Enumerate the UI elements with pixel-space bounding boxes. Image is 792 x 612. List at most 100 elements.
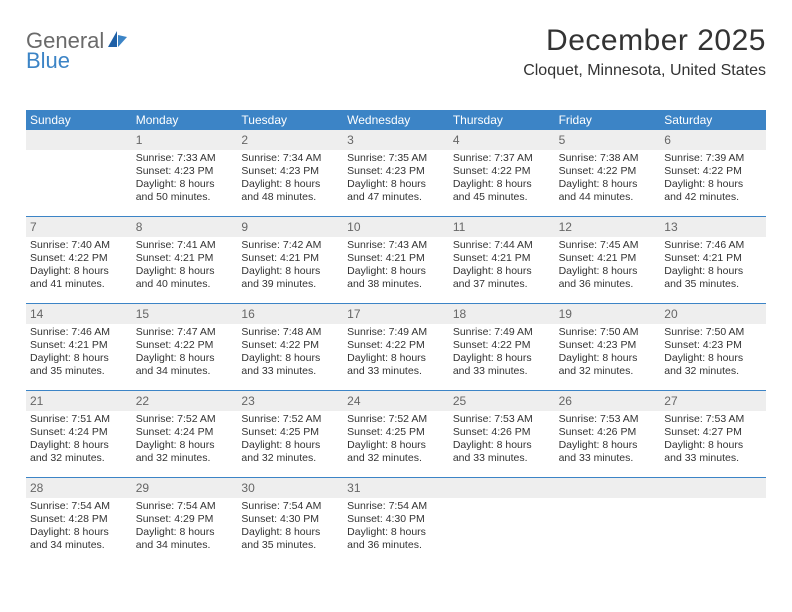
day-cell: 11Sunrise: 7:44 AMSunset: 4:21 PMDayligh… — [449, 217, 555, 303]
sunset-text: Sunset: 4:23 PM — [559, 339, 657, 352]
sunrise-text: Sunrise: 7:53 AM — [453, 413, 551, 426]
daylight-text: and 42 minutes. — [664, 191, 762, 204]
daylight-text: Daylight: 8 hours — [664, 178, 762, 191]
logo-sail-icon — [106, 29, 128, 54]
day-cell — [449, 478, 555, 564]
daylight-text: and 39 minutes. — [241, 278, 339, 291]
day-cell: 1Sunrise: 7:33 AMSunset: 4:23 PMDaylight… — [132, 130, 238, 216]
week-row: 1Sunrise: 7:33 AMSunset: 4:23 PMDaylight… — [26, 130, 766, 216]
day-number-row: 3 — [343, 130, 449, 150]
day-cell: 26Sunrise: 7:53 AMSunset: 4:26 PMDayligh… — [555, 391, 661, 477]
sunset-text: Sunset: 4:21 PM — [453, 252, 551, 265]
sunrise-text: Sunrise: 7:52 AM — [241, 413, 339, 426]
daylight-text: Daylight: 8 hours — [664, 265, 762, 278]
week-row: 21Sunrise: 7:51 AMSunset: 4:24 PMDayligh… — [26, 390, 766, 477]
daylight-text: Daylight: 8 hours — [136, 265, 234, 278]
daylight-text: and 34 minutes. — [136, 539, 234, 552]
sunset-text: Sunset: 4:25 PM — [347, 426, 445, 439]
daylight-text: Daylight: 8 hours — [453, 439, 551, 452]
sunset-text: Sunset: 4:22 PM — [453, 339, 551, 352]
sunset-text: Sunset: 4:22 PM — [241, 339, 339, 352]
sunset-text: Sunset: 4:23 PM — [241, 165, 339, 178]
day-number-row-empty — [555, 478, 661, 498]
daylight-text: and 33 minutes. — [559, 452, 657, 465]
sunset-text: Sunset: 4:21 PM — [664, 252, 762, 265]
day-number-row: 18 — [449, 304, 555, 324]
day-cell: 18Sunrise: 7:49 AMSunset: 4:22 PMDayligh… — [449, 304, 555, 390]
daylight-text: Daylight: 8 hours — [664, 439, 762, 452]
day-number-row: 4 — [449, 130, 555, 150]
sunset-text: Sunset: 4:26 PM — [453, 426, 551, 439]
week-row: 28Sunrise: 7:54 AMSunset: 4:28 PMDayligh… — [26, 477, 766, 564]
day-number: 27 — [664, 394, 677, 408]
day-number: 2 — [241, 133, 248, 147]
day-number: 15 — [136, 307, 149, 321]
day-number-row: 16 — [237, 304, 343, 324]
day-number: 24 — [347, 394, 360, 408]
day-number: 28 — [30, 481, 43, 495]
daylight-text: Daylight: 8 hours — [136, 178, 234, 191]
day-cell: 22Sunrise: 7:52 AMSunset: 4:24 PMDayligh… — [132, 391, 238, 477]
day-cell: 20Sunrise: 7:50 AMSunset: 4:23 PMDayligh… — [660, 304, 766, 390]
daylight-text: and 36 minutes. — [559, 278, 657, 291]
day-number: 21 — [30, 394, 43, 408]
daylight-text: and 33 minutes. — [241, 365, 339, 378]
daylight-text: Daylight: 8 hours — [241, 526, 339, 539]
day-number-row: 29 — [132, 478, 238, 498]
day-number-row: 8 — [132, 217, 238, 237]
sunrise-text: Sunrise: 7:51 AM — [30, 413, 128, 426]
sunset-text: Sunset: 4:22 PM — [347, 339, 445, 352]
sunrise-text: Sunrise: 7:54 AM — [347, 500, 445, 513]
sunset-text: Sunset: 4:22 PM — [664, 165, 762, 178]
logo-line2: Blue — [26, 48, 70, 74]
day-cell — [660, 478, 766, 564]
sunrise-text: Sunrise: 7:50 AM — [664, 326, 762, 339]
location-subtitle: Cloquet, Minnesota, United States — [523, 62, 766, 80]
daylight-text: and 48 minutes. — [241, 191, 339, 204]
day-cell — [26, 130, 132, 216]
sunrise-text: Sunrise: 7:37 AM — [453, 152, 551, 165]
title-block: December 2025 Cloquet, Minnesota, United… — [523, 24, 766, 80]
daylight-text: and 50 minutes. — [136, 191, 234, 204]
weeks-container: 1Sunrise: 7:33 AMSunset: 4:23 PMDaylight… — [26, 130, 766, 564]
day-cell: 15Sunrise: 7:47 AMSunset: 4:22 PMDayligh… — [132, 304, 238, 390]
daylight-text: Daylight: 8 hours — [453, 352, 551, 365]
daylight-text: Daylight: 8 hours — [30, 439, 128, 452]
sunset-text: Sunset: 4:21 PM — [241, 252, 339, 265]
sunset-text: Sunset: 4:22 PM — [453, 165, 551, 178]
sunrise-text: Sunrise: 7:47 AM — [136, 326, 234, 339]
sunrise-text: Sunrise: 7:45 AM — [559, 239, 657, 252]
day-number: 5 — [559, 133, 566, 147]
day-number: 1 — [136, 133, 143, 147]
sunrise-text: Sunrise: 7:42 AM — [241, 239, 339, 252]
weekday-sunday: Sunday — [26, 110, 132, 130]
sunset-text: Sunset: 4:30 PM — [347, 513, 445, 526]
day-number-row: 20 — [660, 304, 766, 324]
sunset-text: Sunset: 4:21 PM — [347, 252, 445, 265]
calendar-page: General December 2025 Cloquet, Minnesota… — [0, 0, 792, 564]
day-number-row: 26 — [555, 391, 661, 411]
daylight-text: Daylight: 8 hours — [30, 352, 128, 365]
day-number-row: 5 — [555, 130, 661, 150]
sunset-text: Sunset: 4:22 PM — [559, 165, 657, 178]
daylight-text: and 34 minutes. — [136, 365, 234, 378]
day-number: 12 — [559, 220, 572, 234]
daylight-text: and 36 minutes. — [347, 539, 445, 552]
day-number: 26 — [559, 394, 572, 408]
daylight-text: and 33 minutes. — [347, 365, 445, 378]
day-number: 7 — [30, 220, 37, 234]
day-number: 16 — [241, 307, 254, 321]
day-number-row: 1 — [132, 130, 238, 150]
daylight-text: and 33 minutes. — [453, 365, 551, 378]
day-cell: 25Sunrise: 7:53 AMSunset: 4:26 PMDayligh… — [449, 391, 555, 477]
day-cell: 31Sunrise: 7:54 AMSunset: 4:30 PMDayligh… — [343, 478, 449, 564]
daylight-text: Daylight: 8 hours — [241, 178, 339, 191]
day-cell: 8Sunrise: 7:41 AMSunset: 4:21 PMDaylight… — [132, 217, 238, 303]
daylight-text: Daylight: 8 hours — [347, 178, 445, 191]
day-number: 9 — [241, 220, 248, 234]
day-number-row-empty — [26, 130, 132, 150]
weekday-thursday: Thursday — [449, 110, 555, 130]
day-cell: 2Sunrise: 7:34 AMSunset: 4:23 PMDaylight… — [237, 130, 343, 216]
daylight-text: Daylight: 8 hours — [30, 265, 128, 278]
sunset-text: Sunset: 4:21 PM — [559, 252, 657, 265]
